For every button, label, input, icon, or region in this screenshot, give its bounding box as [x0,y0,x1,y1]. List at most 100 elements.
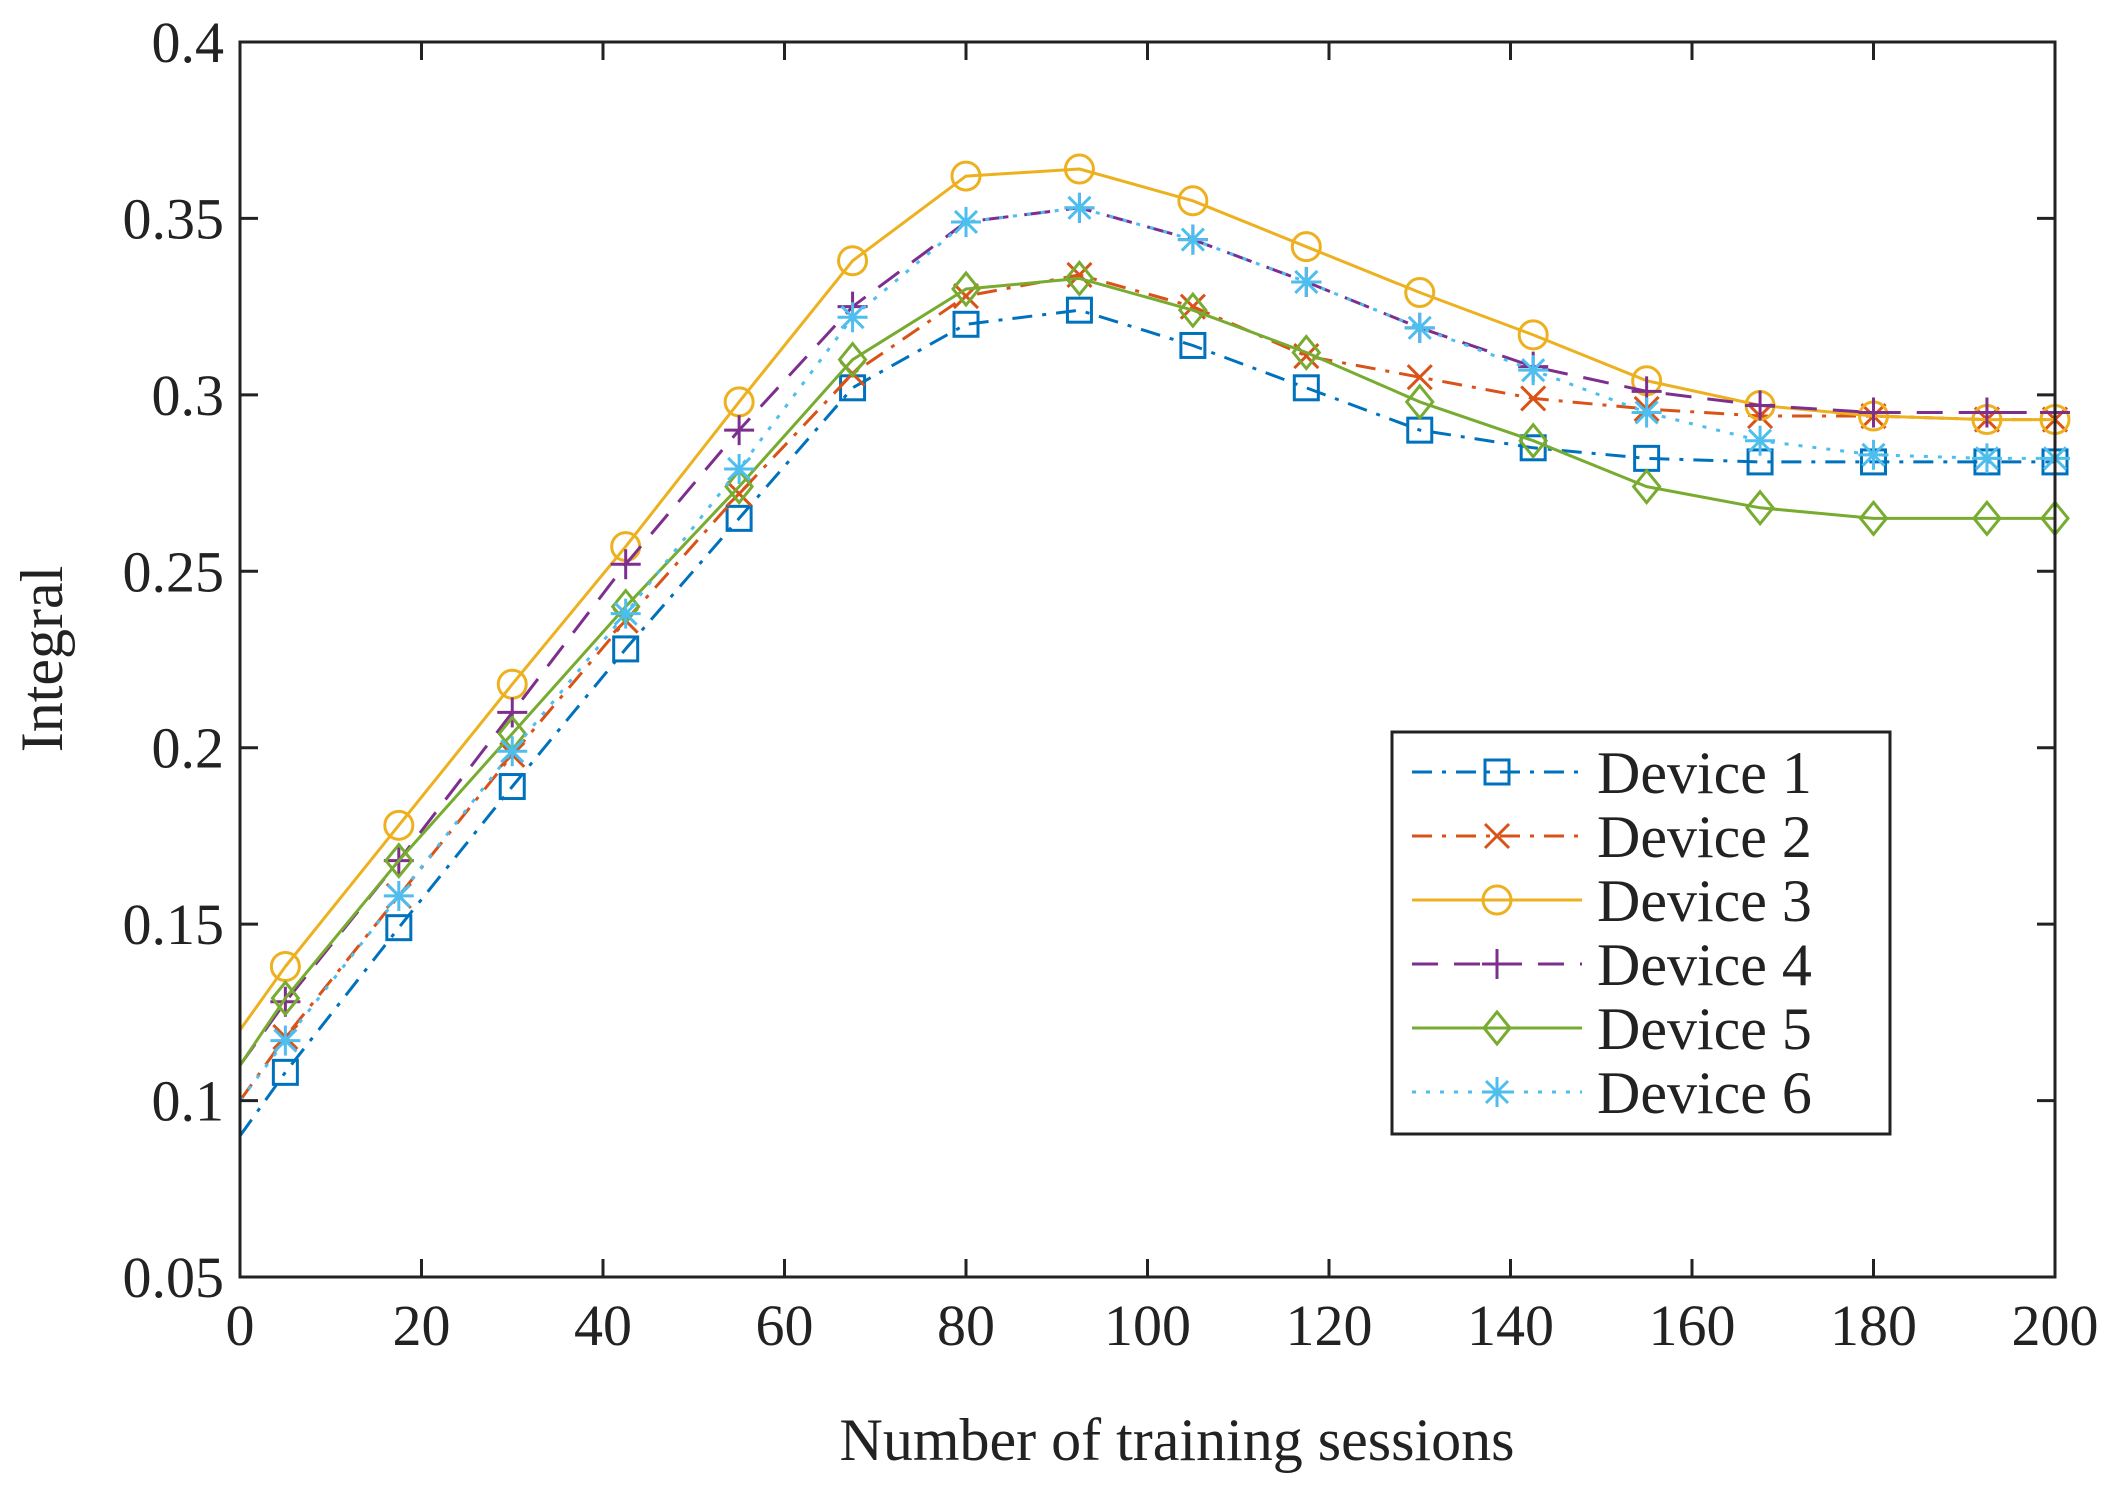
data-point-series-1 [952,310,980,338]
y-tick-label: 0.25 [123,539,225,604]
series-line-1 [238,308,2055,1137]
data-point-series-3 [837,245,869,277]
legend-label: Device 6 [1597,1060,1812,1126]
data-point-series-6 [270,1025,301,1056]
data-point-series-6 [497,736,528,767]
legend-item: Device 3 [1412,868,1812,934]
data-point-series-1 [1519,434,1547,462]
data-point-series-6 [1971,443,2002,474]
x-tick-label: 80 [937,1293,995,1358]
x-tick-label: 180 [1830,1293,1917,1358]
data-point-series-4 [497,697,528,728]
legend-item: Device 4 [1412,932,1812,998]
series-line-3 [238,167,2055,1031]
legend-marker [1483,758,1511,786]
data-point-series-1 [385,914,413,942]
data-point-series-4 [610,549,641,580]
data-point-series-5 [1064,260,1095,297]
legend-item: Device 6 [1412,1060,1812,1126]
series-line-5 [238,276,2055,1067]
legend-marker [1481,884,1513,916]
data-point-series-6 [724,453,755,484]
legend-item: Device 1 [1412,740,1812,806]
legend-label: Device 3 [1597,868,1812,934]
x-tick-label: 140 [1467,1293,1554,1358]
data-point-series-2 [726,480,753,507]
data-point-series-5 [951,270,981,308]
data-point-series-3 [1290,231,1322,263]
legend-label: Device 5 [1597,996,1812,1062]
series-line-2 [238,273,2055,1102]
legend-marker [1482,1077,1512,1107]
x-tick-label: 0 [226,1293,255,1358]
y-tick-label: 0.2 [152,716,225,781]
data-point-series-1 [725,504,753,532]
data-point-series-6 [610,598,641,629]
data-point-series-3 [1517,319,1549,351]
x-tick-label: 60 [756,1293,814,1358]
legend-label: Device 2 [1597,804,1812,870]
y-tick-label: 0.3 [152,363,225,428]
data-point-series-5 [383,842,414,880]
data-point-series-4 [1858,397,1889,428]
y-tick-label: 0.4 [152,10,225,75]
y-tick-label: 0.15 [123,892,225,957]
plot-area [238,153,2071,1137]
data-point-series-5 [724,468,755,505]
series-6 [238,192,2070,1102]
data-point-series-6 [951,206,981,237]
data-point-series-3 [950,160,982,192]
data-point-series-4 [724,415,755,446]
data-point-series-5 [1745,489,1775,527]
data-point-series-5 [837,341,868,378]
data-point-series-5 [1404,383,1435,421]
legend-marker [1483,822,1511,850]
x-tick-label: 200 [2012,1293,2099,1358]
data-point-series-6 [1518,355,1549,386]
data-point-series-5 [1631,468,1662,505]
data-point-series-5 [1291,334,1322,371]
data-point-series-1 [612,635,640,663]
data-point-series-1 [1179,331,1207,359]
data-point-series-1 [271,1058,299,1086]
data-point-series-1 [1065,296,1093,324]
axes: 0 20 40 60 80 100 120 140 160 180 200 0.05 0.1 0.15 0.… [123,10,2099,1358]
data-point-series-5 [1177,291,1208,329]
data-point-series-6 [1064,192,1095,223]
data-point-series-1 [1292,374,1320,402]
legend-item: Device 2 [1412,804,1812,870]
data-point-series-5 [270,979,301,1017]
data-point-series-1 [498,773,526,801]
data-point-series-3 [1177,185,1209,217]
data-point-series-2 [1520,385,1547,412]
data-point-series-3 [383,809,415,841]
legend-box [1390,730,1892,1136]
data-point-series-6 [1404,312,1435,343]
data-point-series-6 [1177,224,1208,255]
x-axis-title: Number of training sessions [840,1407,1515,1473]
x-tick-label: 160 [1649,1293,1736,1358]
data-point-series-6 [1745,425,1776,456]
data-point-series-3 [1063,153,1095,185]
data-point-series-6 [383,880,414,911]
legend-item: Device 5 [1412,996,1812,1062]
y-axis-title: Integral [9,566,75,753]
x-tick-label: 100 [1104,1293,1191,1358]
data-point-series-5 [1858,499,1889,537]
data-point-series-5 [1518,422,1549,460]
data-point-series-4 [1745,390,1776,421]
legend-label: Device 1 [1597,740,1812,806]
y-tick-label: 0.35 [123,186,225,251]
data-point-series-6 [1291,266,1322,297]
y-tick-label: 0.1 [152,1069,225,1134]
data-point-series-3 [1404,277,1436,309]
data-point-series-6 [837,302,868,333]
y-tick-label: 0.05 [123,1245,225,1310]
data-point-series-4 [1971,397,2002,428]
data-point-series-5 [1972,499,2002,537]
x-tick-label: 20 [393,1293,451,1358]
data-point-series-6 [1631,397,1662,428]
legend-label: Device 4 [1597,932,1812,998]
